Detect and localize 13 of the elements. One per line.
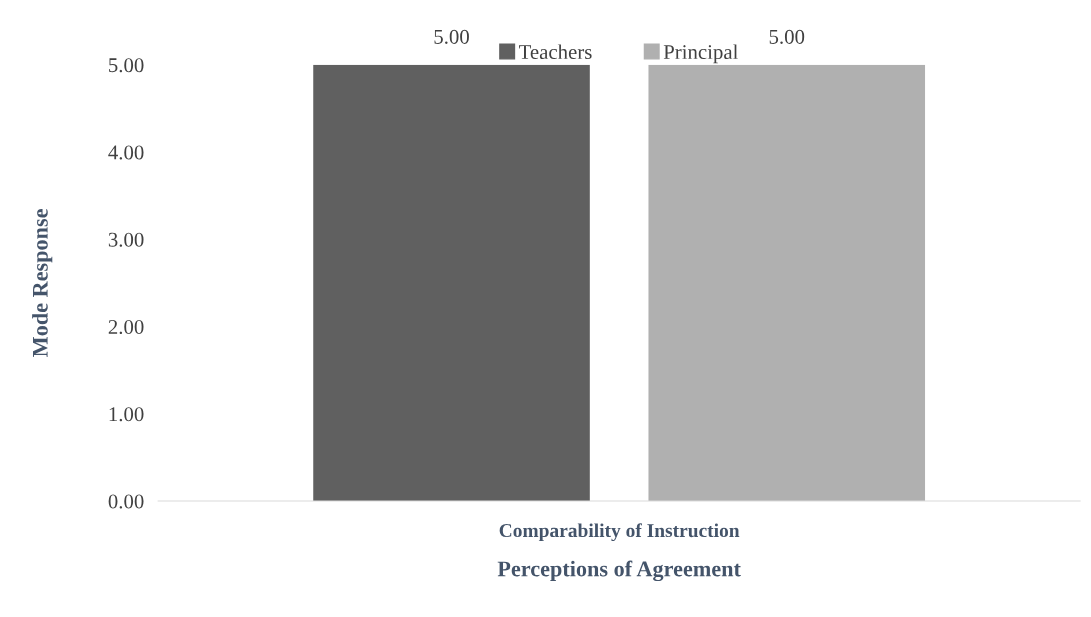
legend-label: Principal (663, 44, 738, 64)
y-tick-label: 4.00 (108, 145, 144, 160)
legend-label: Teachers (519, 44, 592, 60)
data-label: 5.00 (434, 29, 469, 44)
data-label: 5.00 (769, 29, 805, 44)
y-tick-label: 5.00 (109, 58, 144, 73)
x-axis-title: Perceptions of Agreement (497, 560, 741, 582)
y-axis-title: Mode Response (32, 209, 53, 357)
y-tick-label: 1.00 (109, 407, 144, 422)
y-tick-label: 2.00 (108, 319, 144, 335)
y-tick-label: 0.00 (108, 494, 144, 509)
x-tick-label: Comparability of Instruction (499, 523, 740, 542)
y-tick-label: 3.00 (108, 232, 144, 247)
